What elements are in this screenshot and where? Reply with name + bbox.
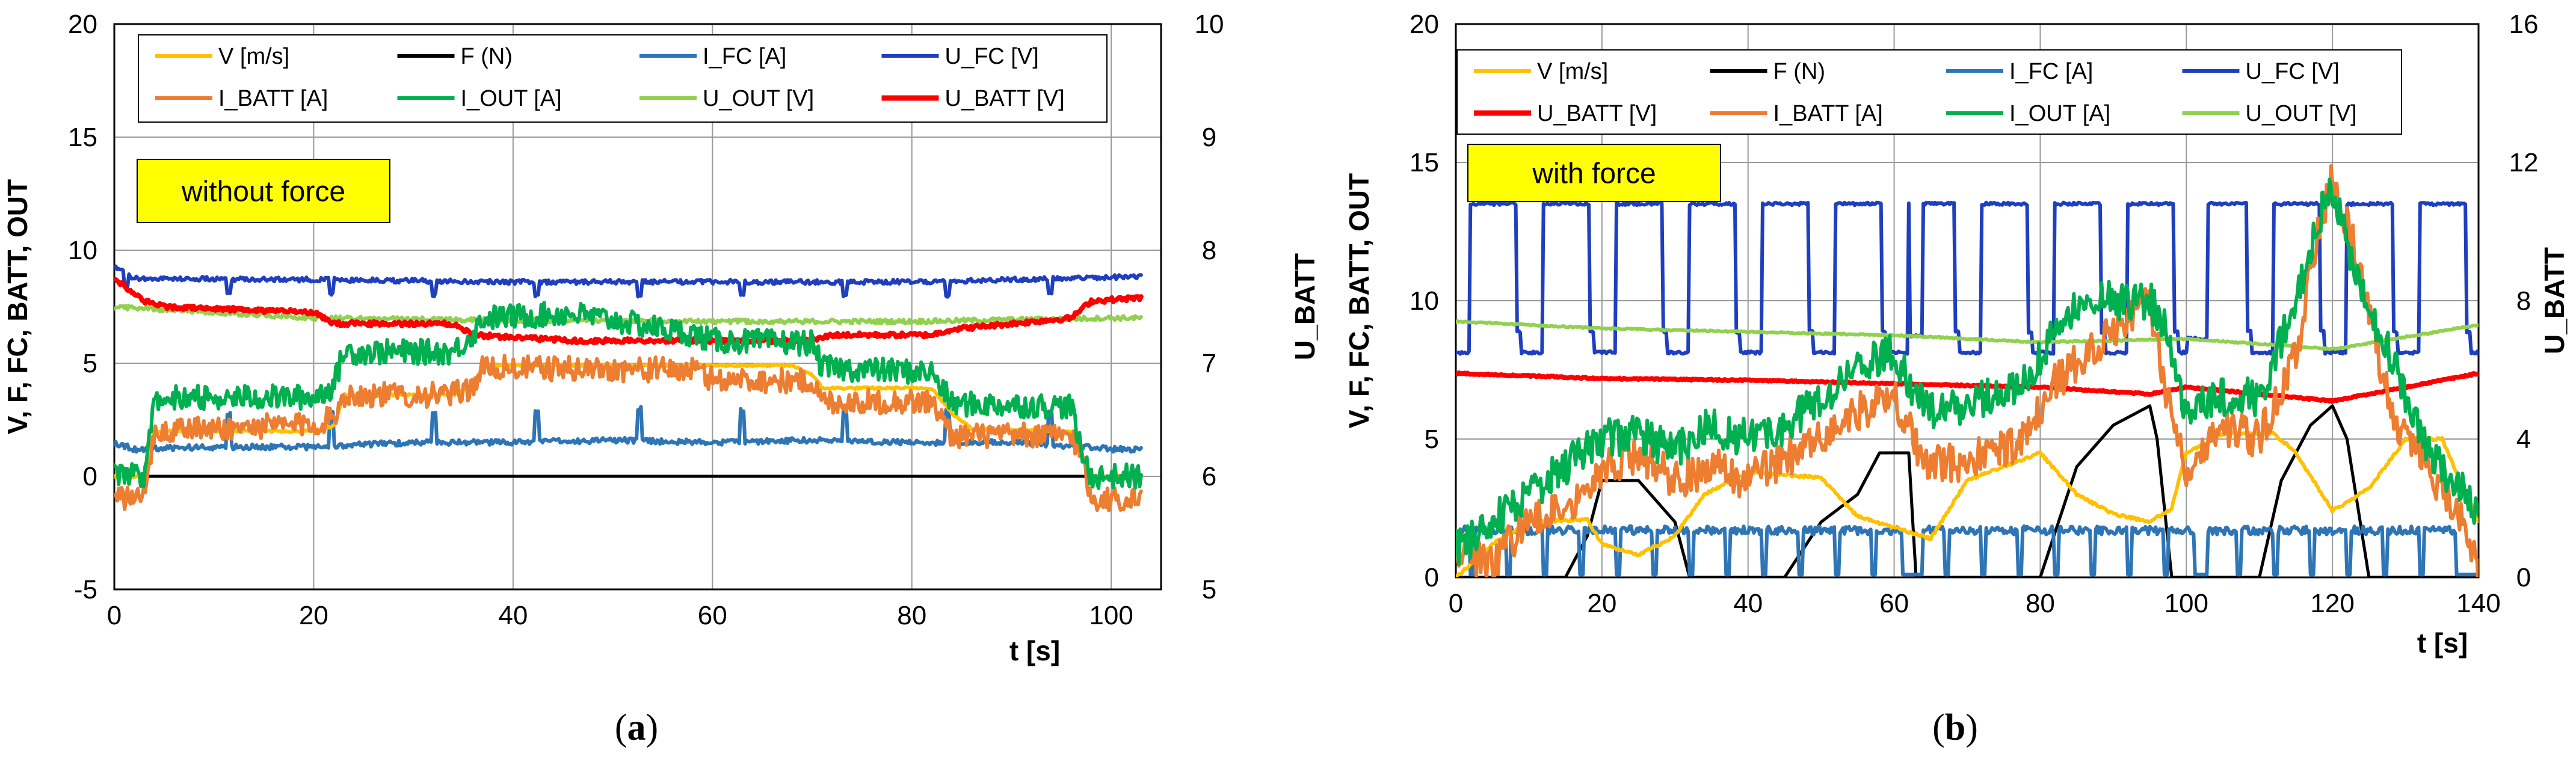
caption-close: )	[646, 707, 659, 748]
x-tick-label: 0	[1449, 589, 1463, 618]
legend-box	[1456, 49, 2402, 135]
y-tick-label: 0	[1425, 563, 1439, 592]
y-tick-label: -5	[74, 575, 97, 604]
legend: V [m/s] F (N) I_FC [A] U_FC [V] U_BATT [V] I_…	[1456, 49, 2402, 135]
x-tick-label: 20	[1587, 589, 1616, 618]
y-tick-label: 20	[68, 10, 97, 39]
series-line	[1456, 200, 2479, 356]
x-axis-label: t [s]	[1009, 635, 1060, 666]
x-tick-label: 100	[1089, 601, 1133, 630]
series-line	[114, 354, 1143, 512]
annotation-text: without force	[181, 176, 345, 208]
y-tick-label: 10	[68, 236, 97, 265]
series-line	[114, 405, 1143, 454]
y2-tick-label: 10	[1195, 10, 1224, 39]
y-tick-label: 15	[1410, 148, 1439, 177]
chart-a: 0 20 40 60 80 100 -5 0 5 10 15 20 5 6 7 8 9 10 V, F, FC, B…	[2, 10, 1320, 748]
y-tick-label: 0	[83, 462, 97, 491]
legend-label: V [m/s]	[218, 44, 289, 69]
series-line	[1456, 319, 2479, 351]
y-axis-label: V, F, FC, BATT, OUT	[1343, 173, 1375, 428]
caption-open: (	[615, 707, 627, 748]
series-line	[1456, 524, 2479, 577]
panel-caption: (a)	[615, 707, 658, 748]
y2-tick-label: 7	[1202, 349, 1216, 378]
y2-tick-label: 4	[2516, 425, 2531, 454]
legend-label: U_BATT [V]	[1537, 101, 1657, 126]
x-tick-label: 100	[2165, 589, 2208, 618]
x-tick-label: 60	[1879, 589, 1909, 618]
y-tick-label: 10	[1410, 286, 1439, 316]
legend-label: I_FC [A]	[2009, 59, 2093, 84]
legend-label: F (N)	[1773, 59, 1826, 84]
x-tick-label: 140	[2456, 589, 2500, 618]
y2-tick-label: 5	[1202, 575, 1216, 604]
y2-axis-label: U_BATT	[1289, 253, 1320, 360]
y2-axis-label: U_BATT	[2539, 247, 2570, 354]
series-line	[1456, 177, 2479, 566]
y2-tick-label: 8	[1202, 236, 1216, 265]
y-tick-label: 15	[68, 123, 97, 152]
caption-letter: a	[627, 707, 646, 748]
y-axis-label: V, F, FC, BATT, OUT	[2, 179, 33, 434]
legend-label: I_BATT [A]	[218, 86, 328, 111]
legend-label: I_BATT [A]	[1773, 101, 1883, 126]
x-tick-label: 60	[698, 601, 727, 630]
y2-tick-label: 9	[1202, 123, 1216, 152]
legend-label: I_OUT [A]	[2009, 101, 2110, 126]
legend-label: I_OUT [A]	[461, 86, 562, 111]
x-tick-label: 20	[299, 601, 328, 630]
legend-label: U_FC [V]	[2246, 59, 2340, 84]
x-tick-label: 80	[897, 601, 926, 630]
legend-label: U_BATT [V]	[945, 86, 1065, 111]
legend: V [m/s] F (N) I_FC [A] U_FC [V] I_BATT [A] I_…	[138, 34, 1108, 123]
series-line	[1456, 430, 2479, 577]
legend-label: I_FC [A]	[703, 44, 786, 69]
legend-label: U_OUT [V]	[2246, 101, 2357, 126]
legend-label: U_OUT [V]	[703, 86, 814, 111]
series-group	[1456, 164, 2479, 577]
y-tick-label: 20	[1410, 10, 1439, 39]
y2-tick-label: 8	[2516, 286, 2531, 316]
x-tick-label: 80	[2026, 589, 2055, 618]
y2-tick-label: 12	[2509, 148, 2539, 177]
x-tick-label: 40	[1733, 589, 1763, 618]
annotation-box	[1467, 144, 1721, 202]
y-tick-label: 5	[1425, 425, 1439, 454]
y-tick-label: 5	[83, 349, 97, 378]
series-line	[1456, 370, 2479, 404]
x-tick-label: 120	[2310, 589, 2354, 618]
series-group	[114, 264, 1144, 512]
y2-tick-label: 6	[1202, 462, 1216, 491]
annotation-box	[137, 159, 390, 223]
legend-label: V [m/s]	[1537, 59, 1608, 84]
series-line	[1456, 404, 2479, 577]
chart-b: 0 20 40 60 80 100 120 140 0 5 10 15 20 0 4 8 12 16 V, F, F…	[1343, 10, 2570, 748]
legend-label: F (N)	[461, 44, 513, 69]
y2-tick-label: 16	[2509, 10, 2539, 39]
legend-label: U_FC [V]	[945, 44, 1039, 69]
y2-tick-label: 0	[2516, 563, 2531, 592]
series-line	[114, 277, 1144, 346]
x-tick-label: 0	[107, 601, 122, 630]
x-tick-label: 40	[498, 601, 528, 630]
caption-open: (	[1932, 707, 1945, 748]
series-line	[114, 301, 1143, 490]
legend-box	[138, 34, 1108, 123]
panel-caption: (b)	[1932, 707, 1978, 748]
annotation-text: with force	[1532, 158, 1656, 190]
caption-close: )	[1965, 707, 1978, 748]
series-line	[114, 264, 1143, 299]
x-axis-label: t [s]	[2417, 627, 2468, 659]
caption-letter: b	[1945, 707, 1965, 748]
